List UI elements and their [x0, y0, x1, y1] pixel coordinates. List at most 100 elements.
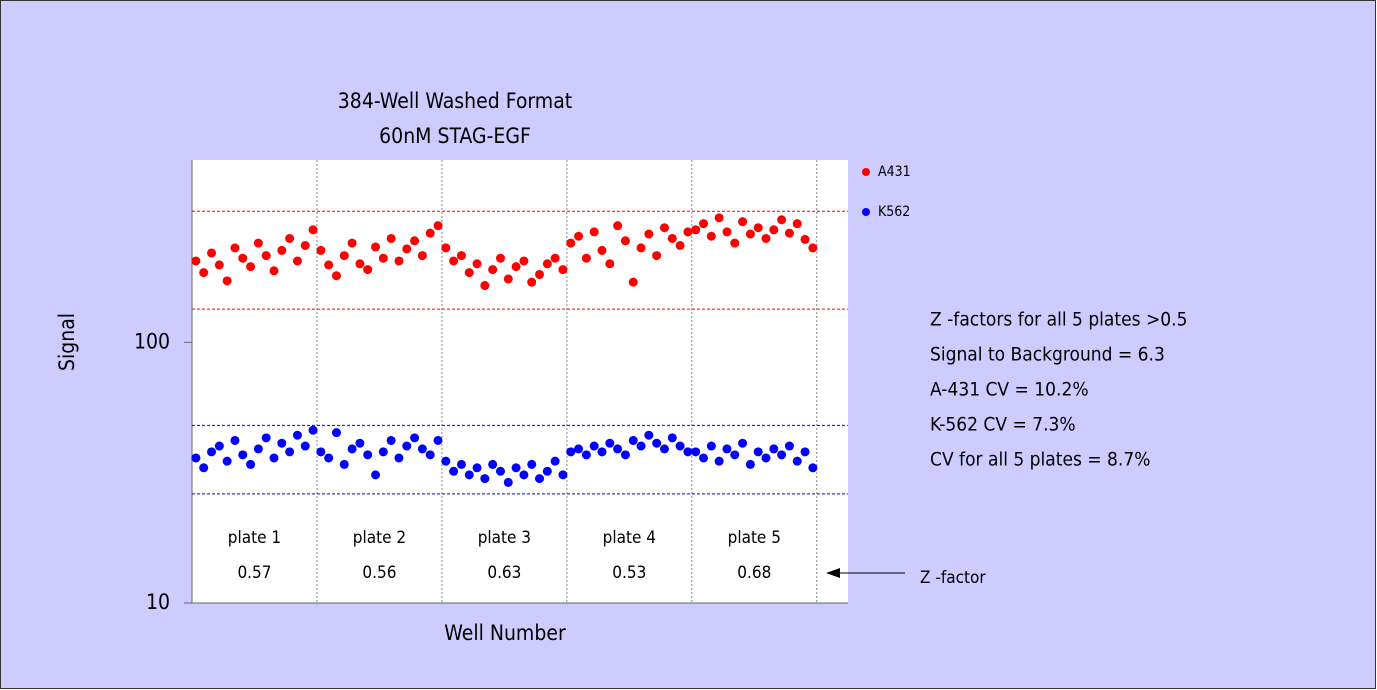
point [535, 269, 545, 279]
point [558, 265, 568, 275]
point [503, 274, 513, 284]
arrow-head [826, 568, 840, 578]
point [355, 438, 365, 448]
point [550, 253, 560, 263]
point [550, 456, 560, 466]
point [433, 435, 443, 445]
point [308, 225, 318, 235]
point [425, 450, 435, 460]
point [644, 430, 654, 440]
point [519, 470, 529, 480]
point [675, 441, 685, 451]
point [566, 447, 576, 457]
point [745, 229, 755, 239]
point [589, 227, 599, 237]
point [277, 438, 287, 448]
point [207, 447, 217, 457]
point [300, 240, 310, 250]
point [449, 256, 459, 266]
point [589, 441, 599, 451]
point [417, 251, 427, 261]
point [253, 238, 263, 248]
point [722, 227, 732, 237]
point [308, 425, 318, 435]
point [605, 438, 615, 448]
point [691, 447, 701, 457]
point [574, 231, 584, 241]
point [316, 447, 326, 457]
point [722, 444, 732, 454]
point [394, 453, 404, 463]
point [714, 213, 724, 223]
point [706, 441, 716, 451]
point [464, 470, 474, 480]
point [253, 444, 263, 454]
point [324, 453, 334, 463]
point [714, 456, 724, 466]
point [246, 262, 256, 272]
point [644, 229, 654, 239]
annotation: Z -factors for all 5 plates >0.5 [930, 309, 1187, 331]
point [292, 430, 302, 440]
chart-title: 384-Well Washed Format [338, 89, 572, 113]
point [331, 271, 341, 281]
point [433, 221, 443, 231]
point [214, 441, 224, 451]
point [269, 266, 279, 276]
arrow-label: Z -factor [920, 568, 986, 588]
point [285, 233, 295, 243]
point [386, 233, 396, 243]
legend-marker [862, 208, 870, 216]
y-axis-label: Signal [55, 313, 79, 371]
point [542, 466, 552, 476]
point [410, 433, 420, 443]
point [659, 223, 669, 233]
point [652, 251, 662, 261]
point [324, 260, 334, 270]
point [581, 450, 591, 460]
annotation: A-431 CV = 10.2% [930, 379, 1089, 401]
annotation: K-562 CV = 7.3% [930, 414, 1076, 436]
point [699, 453, 709, 463]
point [527, 277, 537, 287]
plate-label: plate 4 [603, 528, 656, 548]
point [214, 260, 224, 270]
point [792, 456, 802, 466]
point [191, 453, 201, 463]
point [238, 450, 248, 460]
point [199, 463, 209, 473]
point [261, 433, 271, 443]
plate-label: plate 5 [728, 528, 781, 548]
point [480, 281, 490, 291]
point [238, 253, 248, 263]
point [347, 444, 357, 454]
point [738, 438, 748, 448]
point [480, 474, 490, 484]
point [316, 245, 326, 255]
point [230, 435, 240, 445]
point [363, 450, 373, 460]
point [738, 217, 748, 227]
point [581, 253, 591, 263]
point [456, 251, 466, 261]
point [417, 444, 427, 454]
plot-area [192, 160, 848, 603]
point [706, 231, 716, 241]
point [441, 243, 451, 253]
point [261, 251, 271, 261]
x-axis-label: Well Number [444, 621, 566, 645]
point [199, 268, 209, 278]
point [339, 459, 349, 469]
plate-label: plate 2 [353, 528, 406, 548]
point [636, 243, 646, 253]
point [495, 253, 505, 263]
point [605, 259, 615, 269]
point [745, 459, 755, 469]
point [472, 463, 482, 473]
legend-label: K562 [878, 204, 910, 220]
point [800, 447, 810, 457]
point [269, 453, 279, 463]
point [613, 221, 623, 231]
point [784, 228, 794, 238]
